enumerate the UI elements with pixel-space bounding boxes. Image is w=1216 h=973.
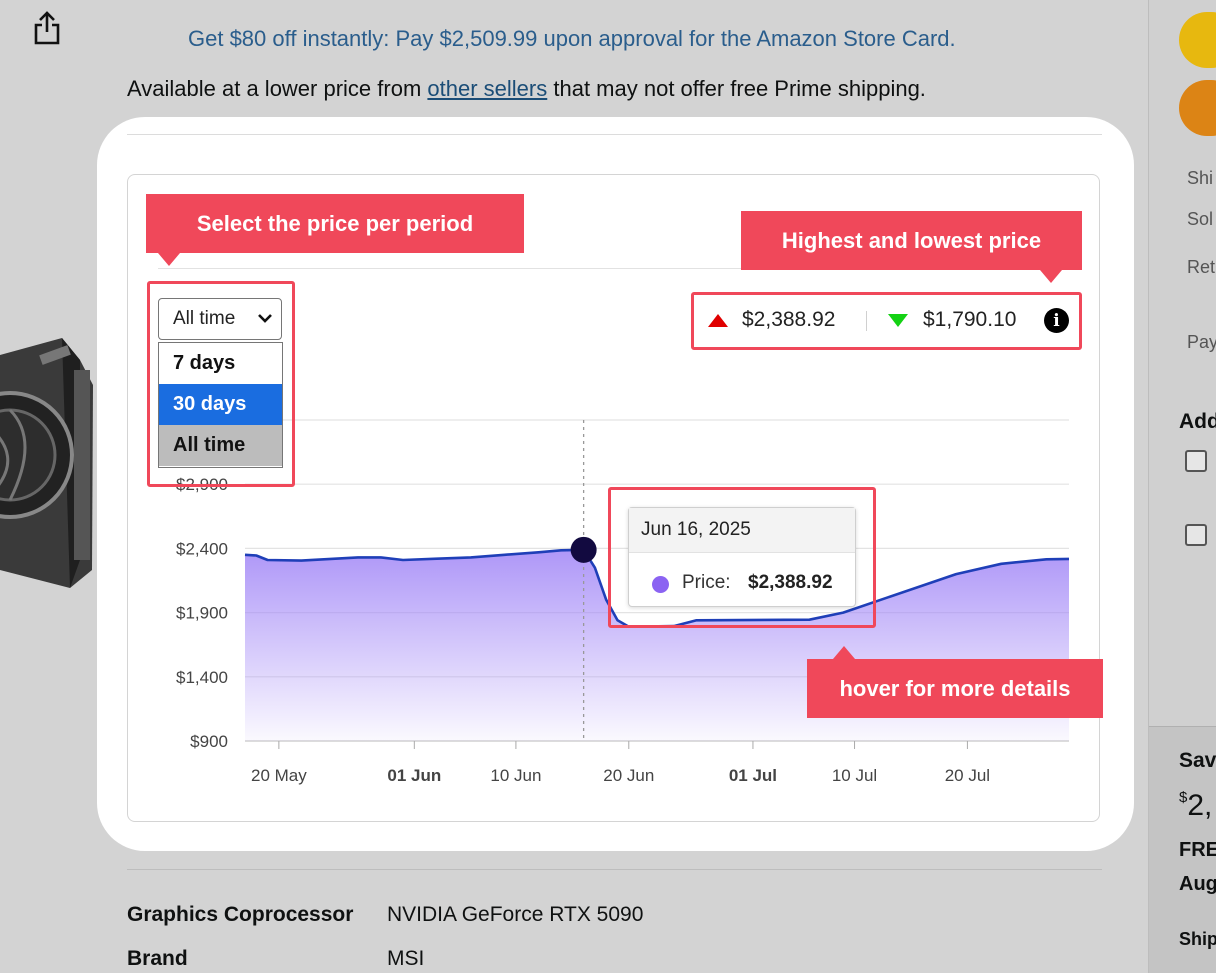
sold-by-label: Sol	[1187, 209, 1214, 229]
availability-note: Available at a lower price from other se…	[127, 76, 926, 102]
period-select[interactable]: All time	[158, 298, 282, 340]
spec-value-graphics: NVIDIA GeForce RTX 5090	[387, 903, 644, 926]
arrow-up-icon	[708, 314, 728, 327]
store-card-promo[interactable]: Get $80 off instantly: Pay $2,509.99 upo…	[188, 26, 956, 51]
tooltip-label: Price:	[682, 572, 731, 593]
buy-box-column: Shi Sol Ret Pay Add Sav $2, FRE Aug Ship	[1148, 0, 1216, 973]
availability-prefix: Available at a lower price from	[127, 76, 428, 101]
arrow-down-icon	[888, 314, 908, 327]
price-partial: $2,	[1179, 789, 1212, 823]
spec-key-brand: Brand	[127, 947, 188, 970]
availability-suffix: that may not offer free Prime shipping.	[547, 76, 926, 101]
tooltip-highlight-box	[608, 487, 876, 628]
callout-arrow	[158, 253, 180, 266]
other-sellers-link[interactable]: other sellers	[427, 76, 548, 101]
period-options-list: 7 days 30 days All time	[158, 342, 283, 468]
period-option-30-days[interactable]: 30 days	[159, 384, 282, 425]
share-icon[interactable]	[31, 10, 63, 46]
card-divider	[127, 134, 1102, 135]
lowest-price: $1,790.10	[923, 308, 1017, 331]
callout-select-period: Select the price per period	[146, 194, 524, 253]
period-highlight-box	[147, 281, 295, 487]
info-icon[interactable]: i	[1044, 308, 1069, 333]
callout-high-low: Highest and lowest price	[741, 211, 1082, 270]
tooltip-date: Jun 16, 2025	[629, 508, 855, 553]
series-dot-icon	[652, 576, 669, 593]
product-image[interactable]	[0, 330, 95, 590]
returns-label: Ret	[1187, 257, 1216, 277]
spec-value-brand: MSI	[387, 947, 425, 970]
chevron-down-icon	[258, 314, 272, 323]
period-option-all-time[interactable]: All time	[159, 425, 282, 466]
tooltip-value: $2,388.92	[748, 572, 833, 593]
callout-arrow	[1040, 270, 1062, 283]
panel-divider	[158, 268, 1070, 269]
price-whole: 2,	[1187, 789, 1213, 822]
protection-checkbox-2[interactable]	[1185, 524, 1207, 546]
ships-from-label: Shi	[1187, 168, 1214, 188]
ships-label: Ship	[1179, 929, 1216, 949]
callout-hover: hover for more details	[807, 659, 1103, 718]
payment-label: Pay	[1187, 332, 1216, 352]
period-option-7-days[interactable]: 7 days	[173, 352, 236, 374]
callout-arrow	[833, 646, 855, 659]
buy-now-button[interactable]	[1179, 80, 1216, 136]
protection-checkbox-1[interactable]	[1185, 450, 1207, 472]
add-to-cart-button[interactable]	[1179, 12, 1216, 68]
delivery-date-label: Aug	[1179, 873, 1216, 895]
period-select-value: All time	[173, 308, 236, 329]
price-range-indicator: $2,388.92 $1,790.10 i	[694, 294, 1078, 348]
price-range-highlight-box	[691, 292, 1082, 350]
save-heading: Sav	[1179, 749, 1216, 772]
price-range-separator	[866, 311, 867, 331]
highest-price: $2,388.92	[742, 308, 836, 331]
price-tooltip: Jun 16, 2025 Price: $2,388.92	[628, 507, 856, 607]
section-divider	[127, 869, 1102, 870]
spec-key-graphics: Graphics Coprocessor	[127, 903, 354, 926]
add-protection-heading: Add	[1179, 410, 1216, 433]
save-section: Sav $2, FRE Aug Ship	[1149, 726, 1216, 973]
price-currency: $	[1179, 789, 1188, 806]
free-delivery-label: FRE	[1179, 839, 1216, 861]
